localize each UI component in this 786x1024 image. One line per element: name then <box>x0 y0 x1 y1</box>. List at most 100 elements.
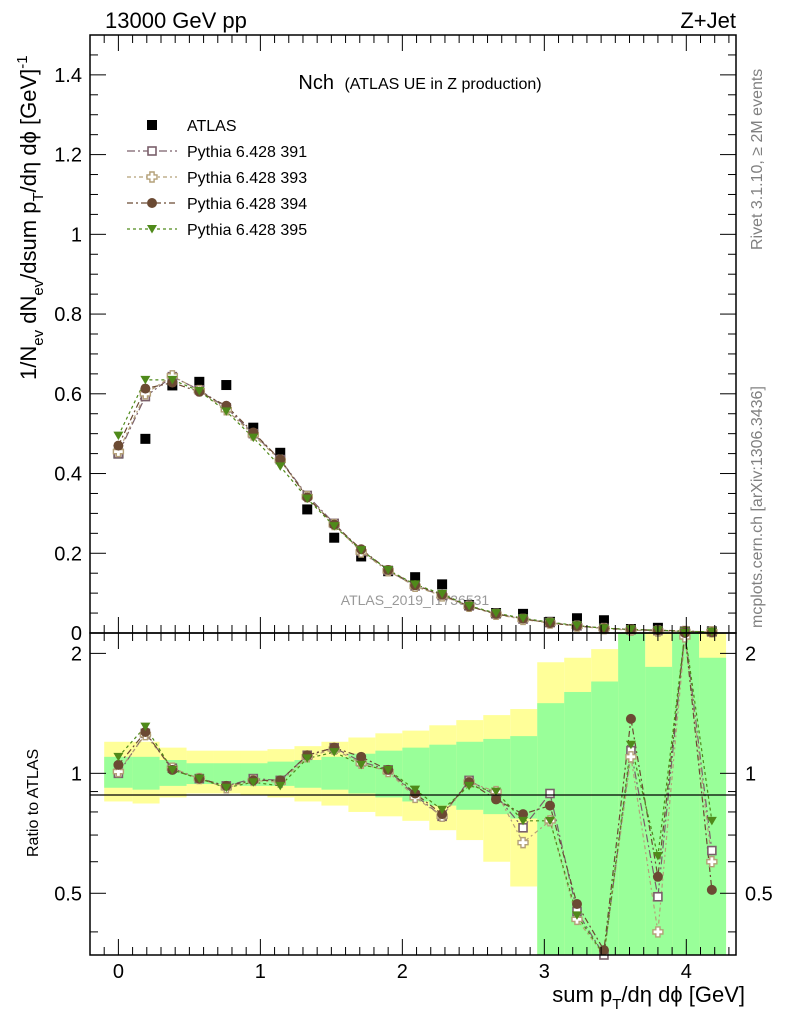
x-tick-label: 1 <box>255 961 266 983</box>
mc-point <box>302 494 313 504</box>
mc-point <box>410 580 421 589</box>
legend-label: Pythia 6.428 393 <box>187 170 307 187</box>
mc-point <box>464 601 475 611</box>
band-inner <box>132 756 160 790</box>
y-tick-label: 0.6 <box>54 384 82 406</box>
chart-title: Nch <box>298 72 334 94</box>
mc-point <box>518 614 529 623</box>
ratio-point <box>653 891 663 902</box>
mc-point <box>248 433 259 443</box>
ratio-point <box>194 774 205 784</box>
x-tick-label: 3 <box>539 961 550 983</box>
legend: ATLAS Pythia 6.428 391 Pythia 6.428 393 Pyt… <box>127 118 307 239</box>
ratio-point <box>167 765 178 775</box>
band-inner <box>618 633 646 955</box>
ratio-tick-label-left: 1 <box>71 763 82 785</box>
mc-point <box>113 440 124 451</box>
ratio-point <box>113 759 124 770</box>
mc-point <box>140 383 151 394</box>
ratio-point <box>140 726 151 737</box>
y-tick-label: 0.4 <box>54 464 82 486</box>
ratio-point <box>356 760 367 770</box>
ratio-point <box>707 845 717 856</box>
mc-point <box>545 618 556 627</box>
ratio-tick-label-right: 1 <box>745 763 756 785</box>
ratio-point <box>518 809 529 820</box>
ratio-point <box>248 778 259 787</box>
legend-label: Pythia 6.428 394 <box>187 196 307 213</box>
mc-point <box>275 454 286 465</box>
y-tick-label: 0 <box>71 623 82 645</box>
band-inner <box>213 763 241 785</box>
ratio-tick-label-right: 0.5 <box>745 883 773 905</box>
ratio-point <box>571 911 582 920</box>
header-right: Z+Jet <box>680 8 736 33</box>
ratio-point <box>437 805 448 815</box>
ratio-point <box>652 926 664 938</box>
data-point <box>329 532 340 543</box>
y-tick-label: 0.8 <box>54 304 82 326</box>
legend-label: ATLAS <box>187 118 237 135</box>
ratio-point <box>598 945 609 956</box>
data-point <box>140 433 151 444</box>
data-point <box>194 376 205 387</box>
band-inner <box>321 756 349 790</box>
legend-label: Pythia 6.428 391 <box>187 144 307 161</box>
axis-ticks: 0 1 2 3 4 0 0.2 0.4 0.6 0.8 1 1.2 1.4 0.5 0.5 1 1 2 2 <box>54 34 773 983</box>
legend-marker <box>147 146 157 156</box>
ratio-point <box>356 751 367 762</box>
mc-point <box>356 546 367 555</box>
mc-point <box>140 375 151 385</box>
mcplots-info: mcplots.cern.ch [arXiv:1306.3436] <box>749 386 766 628</box>
ratio-tick-label-right: 2 <box>745 643 756 665</box>
ratio-point <box>329 748 340 757</box>
legend-marker <box>147 198 157 208</box>
x-tick-label: 0 <box>113 961 124 983</box>
chart-title-group: Nch (ATLAS UE in Z production) <box>298 72 541 94</box>
ratio-point <box>571 898 582 909</box>
y-tick-label: 0.2 <box>54 543 82 565</box>
data-point <box>221 380 232 391</box>
chart-subtitle: (ATLAS UE in Z production) <box>344 76 541 93</box>
mc-point <box>329 522 340 531</box>
band-inner <box>645 666 673 955</box>
ratio-point <box>545 816 556 826</box>
ratio-point <box>625 740 636 750</box>
band-inner <box>294 760 322 788</box>
ratio-point <box>517 836 529 849</box>
y-axis-label: 1/Nev dNev/dsum pT/dη dϕ [GeV]-1 <box>14 55 47 380</box>
ratio-point <box>140 722 151 732</box>
rivet-info: Rivet 3.1.10, ≥ 2M events <box>749 69 766 250</box>
ratio-point <box>221 783 232 793</box>
ratio-point <box>652 852 663 861</box>
ratio-point <box>113 752 124 762</box>
mc-point <box>571 621 582 630</box>
ratio-point <box>410 785 421 795</box>
x-tick-label: 2 <box>397 961 408 983</box>
band-inner <box>537 703 565 955</box>
ratio-point <box>706 856 718 868</box>
ratio-point <box>625 713 636 724</box>
band-inner <box>672 633 700 955</box>
band-inner <box>591 681 619 955</box>
data-point <box>302 504 313 515</box>
data-point <box>437 579 448 590</box>
legend-marker <box>147 225 157 234</box>
x-axis-label: sum pT/dη dϕ [GeV] <box>552 982 745 1013</box>
data-point <box>571 613 582 624</box>
analysis-watermark: ATLAS_2019_I1736531 <box>341 592 490 608</box>
ratio-uncertainty-bands <box>104 633 727 955</box>
mc-point <box>383 566 394 575</box>
ratio-point <box>518 816 529 826</box>
mc-point <box>167 375 178 385</box>
ratio-point <box>302 754 313 763</box>
legend-label: Pythia 6.428 395 <box>187 222 307 239</box>
ratio-point <box>706 816 717 826</box>
data-point <box>275 447 286 458</box>
legend-marker <box>147 120 157 130</box>
ratio-point <box>491 787 502 797</box>
y-tick-label: 1.2 <box>54 145 82 167</box>
mc-point <box>625 625 636 634</box>
ratio-point <box>545 788 555 799</box>
ratio-axis-label: Ratio to ATLAS <box>25 749 42 857</box>
